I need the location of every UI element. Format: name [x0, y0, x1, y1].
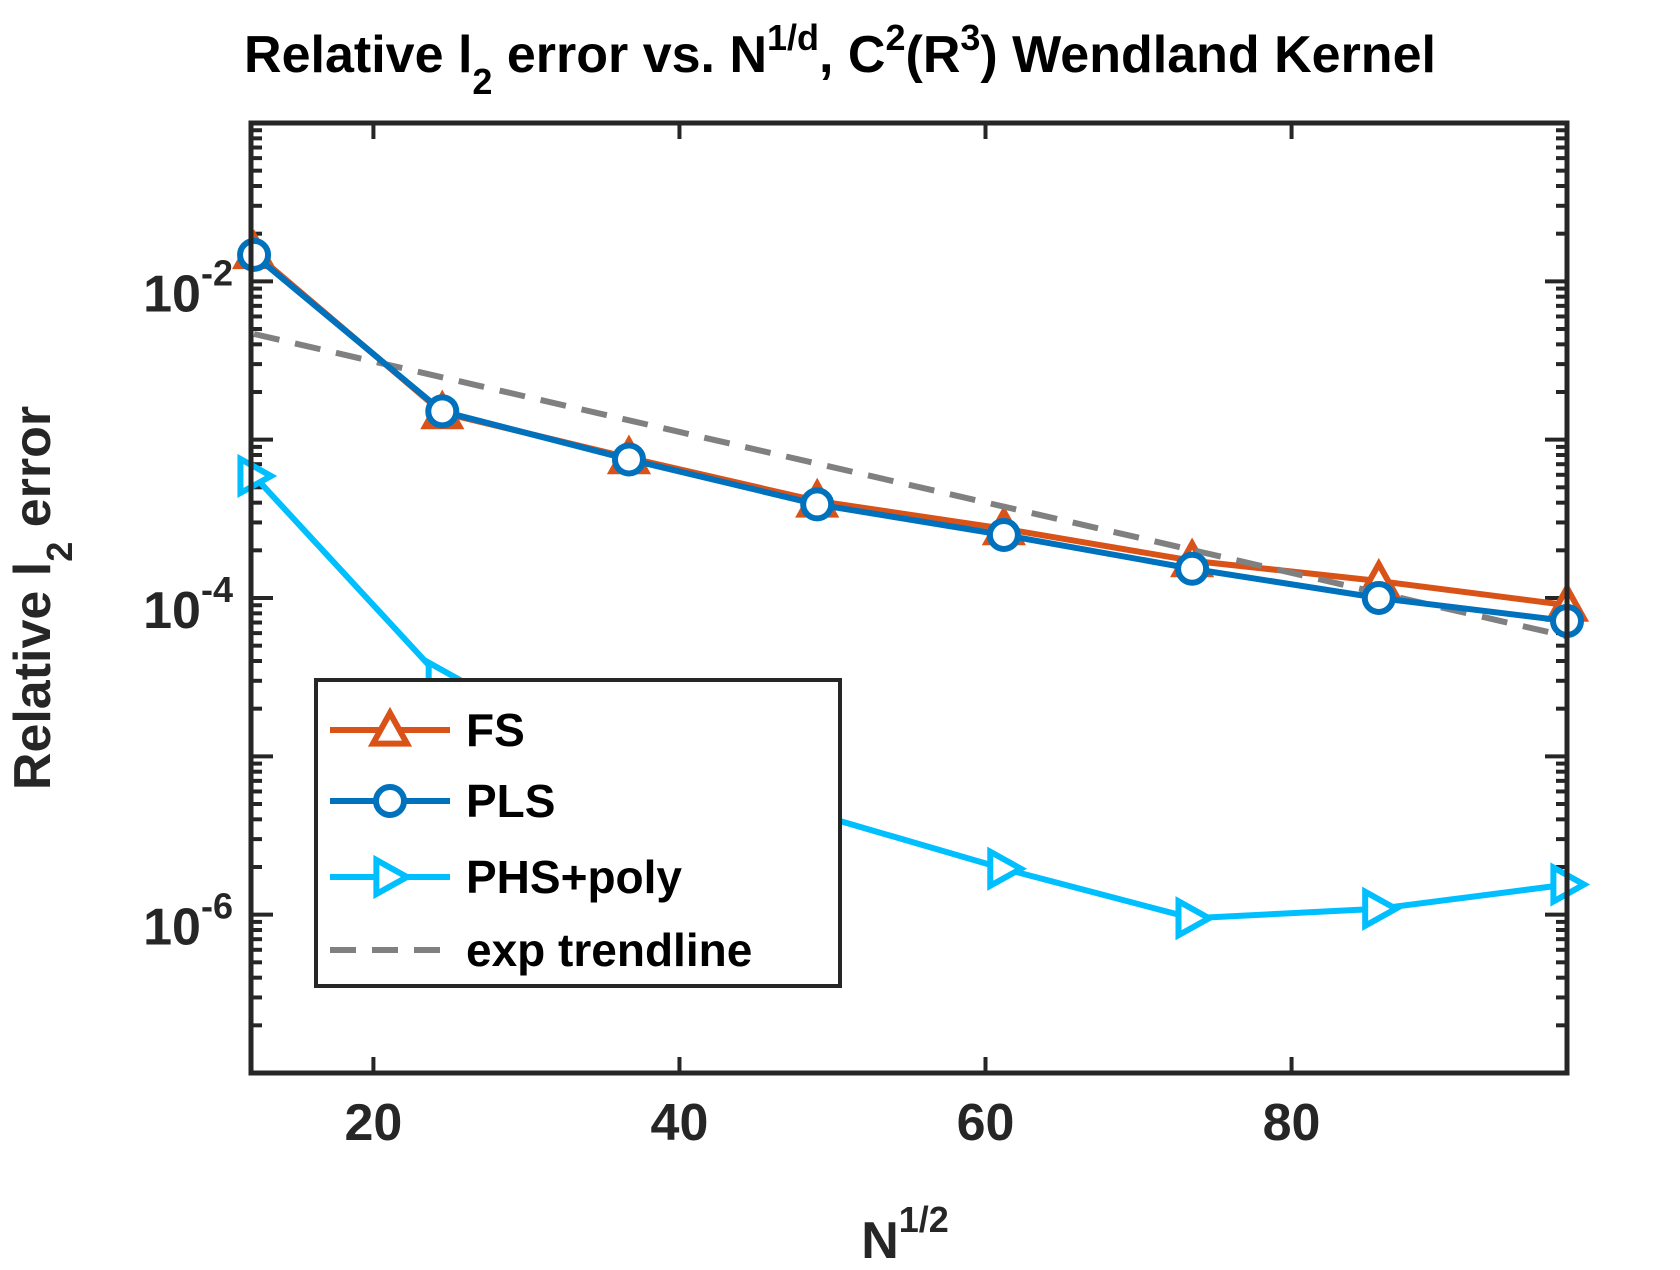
y-tick-label: 10-4 — [143, 569, 233, 640]
data-point-pls — [986, 517, 1021, 552]
legend-entry-phs-poly: PHS+poly — [330, 851, 682, 903]
x-axis-label-sup: 1/2 — [899, 1199, 949, 1240]
title-part-2: error vs. N — [492, 26, 767, 84]
title-sup-1: 1/d — [767, 17, 819, 58]
legend: FS PLS PHS+poly exp trendline — [314, 678, 842, 988]
title-part-5: ) Wendland Kernel — [980, 26, 1436, 84]
legend-marker-pls — [373, 784, 407, 818]
data-point-phs-poly — [987, 846, 1028, 891]
data-point-pls — [1361, 581, 1396, 615]
legend-entry-fs: FS — [330, 704, 525, 756]
x-tick-label: 60 — [957, 1094, 1015, 1152]
data-point-pls — [425, 394, 460, 429]
data-point-pls — [237, 237, 272, 272]
x-tick-label: 40 — [651, 1094, 709, 1152]
data-point-phs-poly — [1362, 886, 1402, 931]
y-tick-label: 10-2 — [143, 252, 233, 323]
series-line-pls — [252, 252, 1568, 624]
x-axis-label-base: N — [861, 1212, 899, 1270]
y-tick-labels: 10-2 10-4 10-6 — [143, 252, 233, 956]
y-axis-label-sub: 2 — [39, 542, 80, 562]
y-axis-label-part-2: error — [4, 406, 62, 542]
legend-entry-pls: PLS — [330, 775, 555, 827]
title-part-1: Relative l — [244, 26, 472, 84]
x-axis-label: N1/2 — [861, 1199, 949, 1270]
legend-marker-fs — [367, 706, 413, 747]
legend-label-phs-poly: PHS+poly — [466, 851, 682, 903]
title-sub-1: 2 — [472, 61, 492, 102]
data-point-phs-poly — [237, 453, 278, 499]
title-sup-2: 2 — [885, 17, 905, 58]
series-exp-trendline — [253, 331, 1568, 640]
legend-label-pls: PLS — [466, 775, 555, 827]
data-point-pls — [800, 487, 835, 522]
legend-marker-phs-poly — [373, 854, 414, 900]
axes-box — [248, 120, 1570, 1076]
x-tick-label: 20 — [344, 1094, 402, 1152]
legend-label-exp-trendline: exp trendline — [466, 924, 752, 976]
x-tick-label: 80 — [1263, 1094, 1321, 1152]
title-sup-3: 3 — [960, 17, 980, 58]
data-point-pls — [611, 442, 646, 477]
legend-entry-exp-trendline: exp trendline — [330, 924, 752, 976]
data-point-pls — [1175, 551, 1210, 586]
y-tick-label: 10-6 — [143, 886, 233, 957]
y-axis-label-part-1: Relative l — [4, 562, 62, 790]
data-point-phs-poly — [1175, 896, 1216, 941]
chart-title: Relative l2 error vs. N1/d, C2(R3) Wendl… — [244, 17, 1436, 102]
legend-label-fs: FS — [466, 704, 525, 756]
x-tick-labels: 20 40 60 80 — [344, 1094, 1320, 1152]
y-axis-label: Relative l2 error — [4, 406, 80, 790]
title-part-3: , C — [819, 26, 885, 84]
series-pls — [237, 237, 1584, 638]
series-line-exp-trendline — [253, 331, 1568, 640]
title-part-4: (R — [906, 26, 961, 84]
